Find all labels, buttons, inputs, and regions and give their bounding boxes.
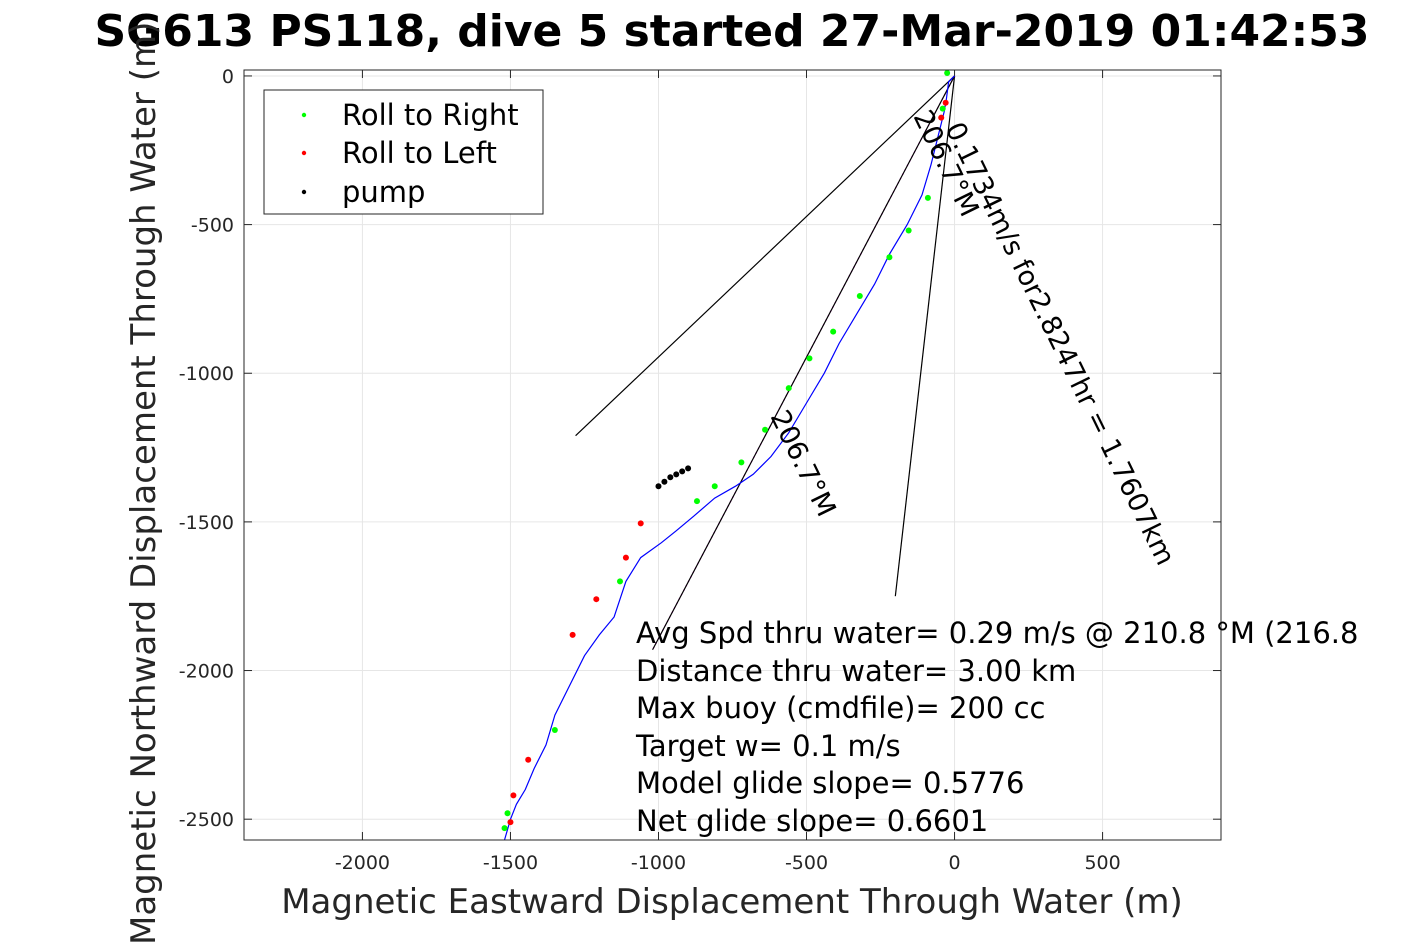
legend-marker-roll-left xyxy=(301,150,307,156)
x-tick-label: -500 xyxy=(785,852,828,874)
pump-series xyxy=(655,465,692,490)
ticks: -2000 -1500 -1000 -500 0 500 0 -500 -1000 -1500 -2… xyxy=(179,66,1221,874)
current-vector-line-black xyxy=(652,75,956,651)
x-tick-label: 0 xyxy=(948,852,960,874)
y-tick-label: -2500 xyxy=(179,809,234,831)
annotation-model-glide: Model glide slope= 0.5776 xyxy=(636,766,1024,800)
x-tick-label: 500 xyxy=(1084,852,1120,874)
roll-left-point xyxy=(942,99,949,106)
roll-right-point xyxy=(905,227,912,234)
current-vector xyxy=(652,75,956,651)
roll-right-point xyxy=(738,459,745,466)
heading-line-0 xyxy=(575,75,955,437)
roll-right-point xyxy=(504,810,511,817)
roll-left-point xyxy=(637,520,644,527)
x-tick-label: -1000 xyxy=(631,852,686,874)
y-tick-label: 0 xyxy=(222,66,234,88)
roll-left-point xyxy=(569,631,576,638)
y-axis-label: Magnetic Northward Displacement Through … xyxy=(124,22,164,945)
roll-right-point xyxy=(693,498,700,505)
heading-lines xyxy=(575,75,956,597)
pump-point xyxy=(655,483,662,490)
annotation-block: Avg Spd thru water= 0.29 m/s @ 210.8 °M … xyxy=(635,616,1358,838)
x-tick-label: -1500 xyxy=(483,852,538,874)
roll-right-point xyxy=(924,194,931,201)
roll-left-point xyxy=(938,114,945,121)
chart-title: SG613 PS118, dive 5 started 27-Mar-2019 … xyxy=(94,6,1369,57)
heading-line-1 xyxy=(894,75,956,597)
roll-left-point xyxy=(622,554,629,561)
pump-point xyxy=(685,465,692,472)
track-line xyxy=(503,75,955,840)
pump-point xyxy=(673,471,680,478)
plot-frame xyxy=(243,69,1222,841)
legend-box xyxy=(263,89,544,215)
annotation-distance: Distance thru water= 3.00 km xyxy=(636,654,1076,688)
roll-left-point xyxy=(525,756,532,763)
y-tick-label: -500 xyxy=(191,215,234,237)
legend-label-roll-left: Roll to Left xyxy=(342,136,497,170)
y-tick-label: -2000 xyxy=(179,661,234,683)
roll-right-point xyxy=(939,105,946,112)
roll-right-point xyxy=(886,254,893,261)
annotation-avg-speed: Avg Spd thru water= 0.29 m/s @ 210.8 °M … xyxy=(636,616,1358,650)
plot-content xyxy=(501,70,956,840)
pump-point xyxy=(667,474,674,481)
roll-right-point xyxy=(856,292,863,299)
roll-right-point xyxy=(762,426,769,433)
roll-right-point xyxy=(616,578,623,585)
legend-label-roll-right: Roll to Right xyxy=(342,98,519,132)
x-tick-label: -2000 xyxy=(335,852,390,874)
annotation-max-buoy: Max buoy (cmdfile)= 200 cc xyxy=(636,691,1045,725)
roll-left-point xyxy=(510,792,517,799)
pump-point xyxy=(661,478,668,485)
annotation-target-w: Target w= 0.1 m/s xyxy=(635,729,901,763)
roll-right-series xyxy=(501,70,951,832)
y-tick-label: -1000 xyxy=(179,363,234,385)
roll-right-point xyxy=(711,483,718,490)
pump-point xyxy=(679,468,686,475)
annotation-net-glide: Net glide slope= 0.6601 xyxy=(636,804,988,838)
roll-right-point xyxy=(944,70,951,76)
legend-marker-pump xyxy=(301,189,307,195)
roll-right-point xyxy=(830,328,837,335)
roll-right-point xyxy=(806,355,813,362)
roll-right-point xyxy=(551,727,558,733)
x-axis-label: Magnetic Eastward Displacement Through W… xyxy=(281,882,1183,922)
track-series xyxy=(503,75,955,840)
roll-left-series xyxy=(507,99,949,826)
grid xyxy=(244,70,1221,840)
roll-right-point xyxy=(785,385,792,392)
legend-label-pump: pump xyxy=(342,175,425,209)
legend: Roll to Right Roll to Left pump xyxy=(263,89,544,215)
roll-right-point xyxy=(501,825,508,832)
roll-left-point xyxy=(593,596,600,603)
y-tick-label: -1500 xyxy=(179,512,234,534)
roll-left-point xyxy=(507,819,514,826)
legend-marker-roll-right xyxy=(301,112,307,118)
